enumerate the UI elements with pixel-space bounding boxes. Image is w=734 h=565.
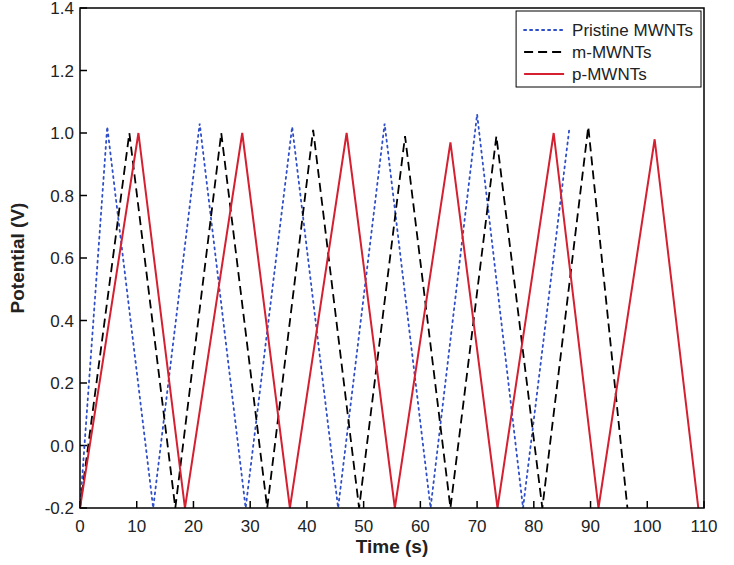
legend-swatch — [524, 29, 564, 31]
legend-swatch — [524, 51, 564, 53]
y-tick-label: 1.0 — [50, 124, 74, 143]
legend-label: p-MWNTs — [572, 65, 647, 84]
y-tick — [80, 257, 87, 259]
y-tick-label: 0.8 — [50, 187, 74, 206]
legend-label: m-MWNTs — [572, 43, 651, 62]
x-tick — [363, 501, 365, 508]
legend-box — [516, 11, 701, 87]
x-tick — [193, 501, 195, 508]
x-tick — [533, 501, 535, 508]
x-tick-label: 80 — [524, 517, 543, 536]
y-tick-label: 0.6 — [50, 249, 74, 268]
x-tick — [590, 501, 592, 508]
y-axis-title: Potential (V) — [7, 203, 28, 314]
y-tick — [80, 320, 87, 322]
y-tick — [80, 382, 87, 384]
x-tick — [647, 501, 649, 508]
y-tick — [80, 195, 87, 197]
x-tick-label: 10 — [127, 517, 146, 536]
x-tick — [136, 501, 138, 508]
x-tick — [306, 501, 308, 508]
y-tick-label: 1.2 — [50, 62, 74, 81]
x-tick-label: 0 — [75, 517, 84, 536]
series-line — [80, 133, 698, 508]
x-tick-label: 50 — [354, 517, 373, 536]
x-tick-label: 70 — [468, 517, 487, 536]
y-tick-label: 0.0 — [50, 437, 74, 456]
x-tick-label: 30 — [241, 517, 260, 536]
x-tick — [420, 501, 422, 508]
legend: Pristine MWNTs m-MWNTs p-MWNTs — [516, 11, 701, 87]
plot-frame — [80, 8, 704, 508]
y-tick-label: 1.4 — [50, 0, 74, 18]
x-tick — [249, 501, 251, 508]
background — [0, 0, 734, 565]
legend-swatch — [524, 73, 564, 75]
y-tick-label: 0.2 — [50, 374, 74, 393]
legend-label: Pristine MWNTs — [572, 21, 693, 40]
y-tick — [80, 445, 87, 447]
x-tick-label: 100 — [633, 517, 661, 536]
x-tick-label: 60 — [411, 517, 430, 536]
plot-lines — [80, 114, 698, 508]
y-tick — [80, 132, 87, 134]
x-tick-label: 40 — [297, 517, 316, 536]
y-tick-label: 0.4 — [50, 312, 74, 331]
x-tick-label: 20 — [184, 517, 203, 536]
x-axis-title: Time (s) — [356, 536, 429, 557]
x-tick-label: 90 — [581, 517, 600, 536]
series-line — [80, 114, 570, 508]
x-tick — [476, 501, 478, 508]
x-tick-label: 110 — [690, 517, 717, 536]
y-tick-label: -0.2 — [45, 499, 74, 518]
y-tick — [80, 70, 87, 72]
